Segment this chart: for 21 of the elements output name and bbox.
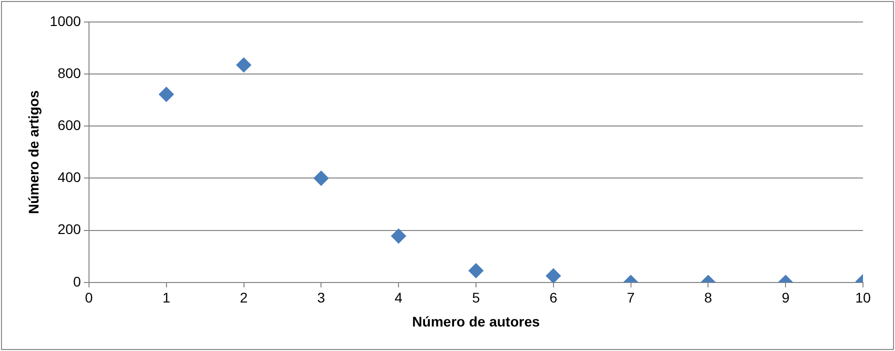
y-tick-label: 1000 <box>50 12 82 29</box>
x-tick-label: 9 <box>782 290 790 306</box>
x-tick-label: 8 <box>704 290 712 306</box>
y-tick-label: 800 <box>58 64 82 81</box>
x-tick-label: 1 <box>162 290 170 306</box>
x-tick-label: 3 <box>317 290 326 306</box>
point <box>158 86 174 102</box>
y-tick-label: 600 <box>58 117 82 134</box>
point <box>236 57 252 72</box>
x-tick-label: 5 <box>472 290 480 306</box>
x-tick-label: 7 <box>626 290 635 306</box>
y-axis-title: Número de artigos <box>25 90 42 214</box>
y-tick-label: 0 <box>73 273 82 290</box>
x-tick-label: 4 <box>394 290 403 306</box>
x-tick-label: 6 <box>549 290 558 306</box>
x-tick-label: 0 <box>85 290 94 306</box>
x-tick-label: 10 <box>855 290 871 306</box>
y-tick-label: 200 <box>58 221 82 238</box>
x-tick-label: 2 <box>240 290 248 306</box>
x-axis-title: Número de autores <box>412 313 540 330</box>
y-tick-label: 400 <box>58 169 82 186</box>
